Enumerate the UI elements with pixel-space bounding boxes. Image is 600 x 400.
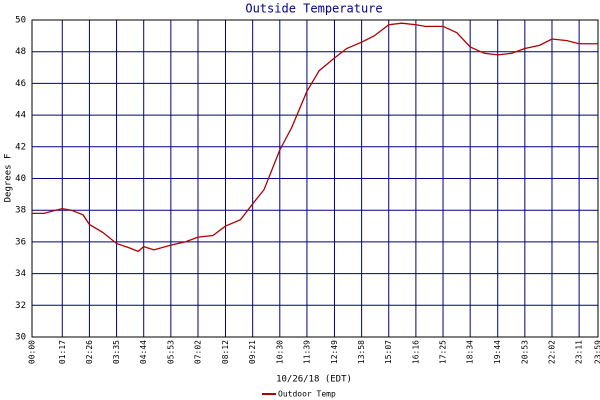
x-tick-label: 17:25 [439,340,448,364]
y-tick-label: 40 [15,174,26,184]
x-tick-label: 10:30 [275,340,284,364]
legend-label: Outdoor Temp [278,390,336,399]
y-tick-label: 34 [15,269,26,279]
plot-border [31,19,599,338]
y-tick-label: 30 [15,333,26,343]
x-axis-label: 10/26/18 (EDT) [276,375,352,385]
x-tick-label: 18:34 [466,340,475,364]
x-tick-label: 11:39 [302,340,311,364]
x-tick-label: 03:35 [112,340,121,364]
x-tick-label: 22:02 [547,340,556,364]
x-tick-label: 23:59 [594,340,600,364]
data-line [32,22,598,253]
y-tick-label: 44 [15,111,26,121]
x-tick-label: 20:53 [520,340,529,364]
x-tick-label: 04:44 [139,340,148,364]
y-tick-label: 42 [15,142,26,152]
y-tick-label: 38 [15,206,26,216]
x-tick-label: 01:17 [58,340,67,364]
x-tick-label: 13:58 [357,340,366,364]
y-tick-label: 36 [15,237,26,247]
x-tick-label: 23:11 [575,340,584,364]
x-tick-label: 16:16 [411,340,420,364]
x-tick-label: 15:07 [384,340,393,364]
x-tick-label: 00:00 [28,340,37,364]
y-tick-label: 46 [15,79,26,89]
y-tick-label: 32 [15,301,26,311]
y-axis-label: Degrees F [4,154,14,203]
y-tick-label: 48 [15,47,26,57]
x-tick-label: 05:53 [166,340,175,364]
x-tick-label: 08:12 [221,340,230,364]
chart-title: Outside Temperature [245,2,382,16]
x-tick-label: 12:49 [330,340,339,364]
x-tick-label: 09:21 [248,340,257,364]
x-tick-label: 07:02 [193,340,202,364]
x-tick-label: 19:44 [493,340,502,364]
x-tick-label: 02:26 [85,340,94,364]
y-tick-label: 50 [15,16,26,26]
